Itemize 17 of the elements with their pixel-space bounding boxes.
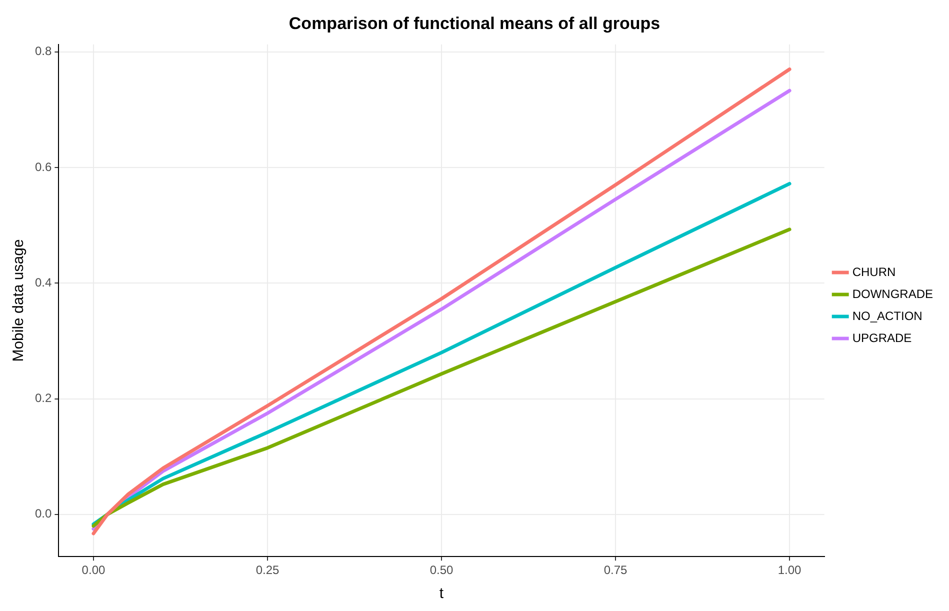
legend-label: NO_ACTION [852,308,922,323]
y-tick-label: 0.4 [34,275,52,290]
y-tick-label: 0.8 [34,44,52,58]
y-tick-label: 0.0 [34,506,52,521]
x-tick-label: 1.00 [778,563,802,578]
x-tick-label: 0.75 [604,563,628,578]
chart-title: Comparison of functional means of all groups [288,14,660,33]
legend-label: CHURN [852,264,896,279]
legend-label: DOWNGRADE [852,286,934,301]
y-tick-label: 0.6 [34,160,52,174]
y-tick-label: 0.2 [34,391,52,406]
legend-label: UPGRADE [852,330,912,345]
x-tick-label: 0.25 [256,563,280,578]
y-axis-title: Mobile data usage [10,239,28,362]
x-tick-label: 0.00 [82,563,106,578]
x-tick-label: 0.50 [430,563,454,578]
x-axis-title: t [439,585,444,602]
